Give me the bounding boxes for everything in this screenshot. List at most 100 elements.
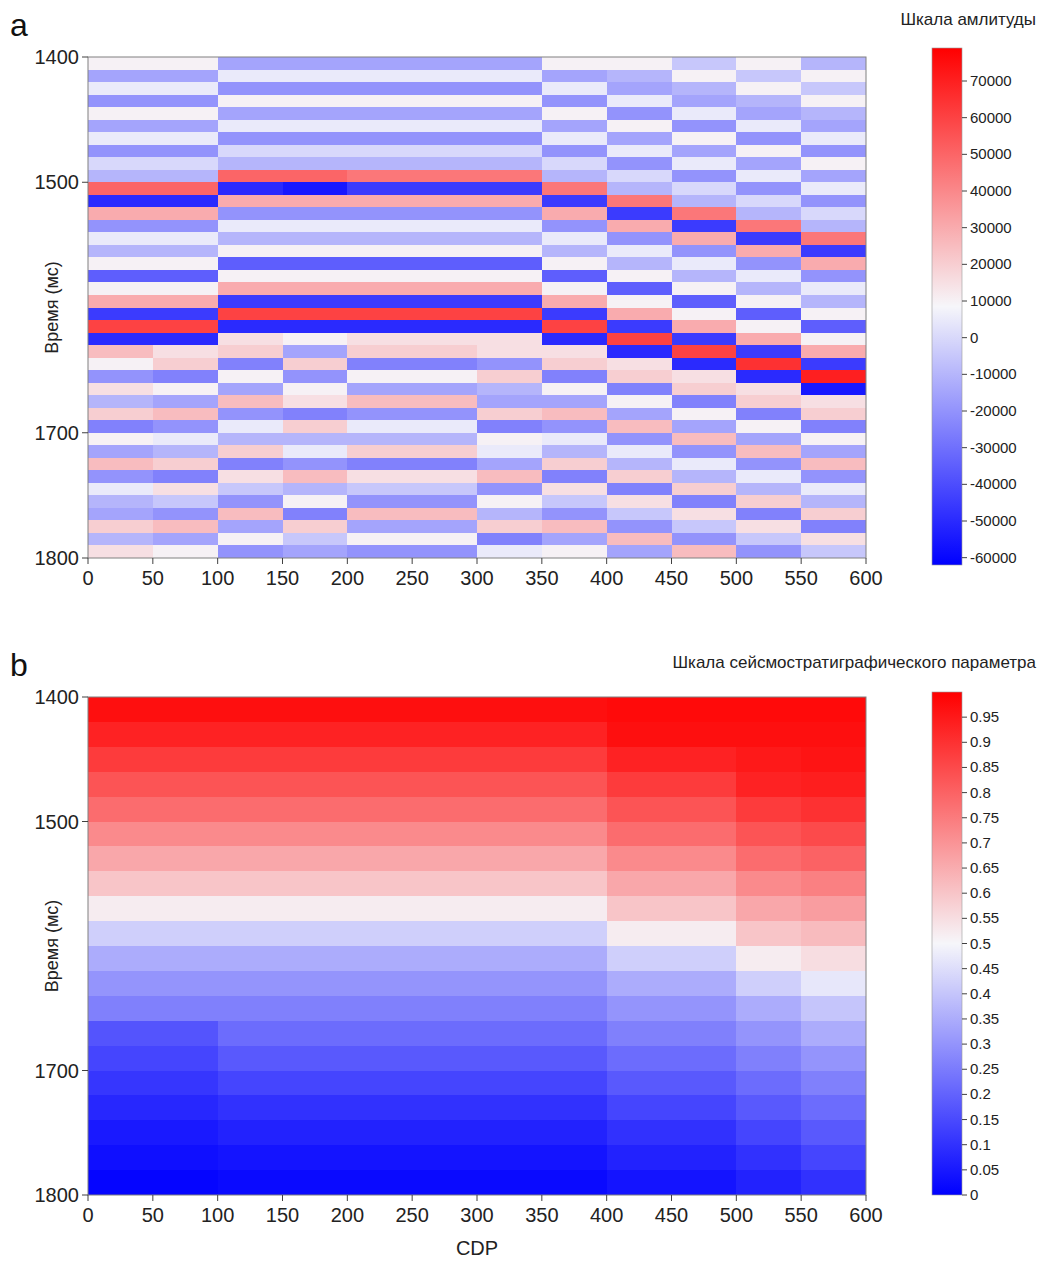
cell xyxy=(672,270,737,283)
cell xyxy=(477,846,542,871)
x-tick xyxy=(152,1195,153,1201)
cell xyxy=(218,145,283,158)
cell xyxy=(283,132,348,145)
colorbar-tick xyxy=(962,484,967,485)
cell xyxy=(607,57,672,70)
cell xyxy=(477,545,542,558)
cell xyxy=(736,220,801,233)
colorbar-tick xyxy=(962,1044,967,1045)
cell xyxy=(477,946,542,971)
cell xyxy=(347,232,412,245)
cell xyxy=(88,408,153,421)
cell xyxy=(283,545,348,558)
cell xyxy=(542,383,607,396)
cell xyxy=(542,145,607,158)
cell xyxy=(477,1071,542,1096)
cell xyxy=(412,433,477,446)
colorbar-tick xyxy=(962,1144,967,1145)
x-tick xyxy=(477,558,478,564)
cell xyxy=(88,182,153,195)
colorbar-tick-label: 0.25 xyxy=(970,1060,999,1077)
cell xyxy=(542,1046,607,1071)
cell xyxy=(542,182,607,195)
x-tick-label: 250 xyxy=(395,1204,428,1226)
cell xyxy=(153,1145,218,1170)
colorbar-tick-label: 0.05 xyxy=(970,1161,999,1178)
cell xyxy=(153,207,218,220)
cell xyxy=(672,333,737,346)
cell xyxy=(607,383,672,396)
cell xyxy=(412,232,477,245)
cell xyxy=(672,320,737,333)
cell xyxy=(283,70,348,83)
cell xyxy=(283,1095,348,1120)
cell xyxy=(801,107,866,120)
cell xyxy=(412,182,477,195)
x-tick xyxy=(736,558,737,564)
cell xyxy=(347,508,412,521)
cell xyxy=(218,395,283,408)
cell xyxy=(736,846,801,871)
cell xyxy=(218,458,283,471)
cell xyxy=(218,996,283,1021)
x-tick-label: 450 xyxy=(655,567,688,589)
cell xyxy=(672,495,737,508)
cell xyxy=(283,971,348,996)
x-tick xyxy=(541,1195,542,1201)
cell xyxy=(672,971,737,996)
cell xyxy=(153,495,218,508)
cell xyxy=(347,971,412,996)
cell xyxy=(477,520,542,533)
cell xyxy=(347,470,412,483)
cell xyxy=(477,1145,542,1170)
cell xyxy=(672,508,737,521)
cell xyxy=(736,145,801,158)
colorbar-tick-label: 0.9 xyxy=(970,733,991,750)
x-tick-label: 600 xyxy=(849,1204,882,1226)
cell xyxy=(347,797,412,822)
cell xyxy=(347,495,412,508)
x-tick-label: 150 xyxy=(266,1204,299,1226)
colorbar-tick-label: 0.6 xyxy=(970,884,991,901)
cell xyxy=(347,996,412,1021)
cell xyxy=(153,797,218,822)
cell xyxy=(153,57,218,70)
cell xyxy=(736,996,801,1021)
cell xyxy=(607,470,672,483)
cell xyxy=(672,1095,737,1120)
colorbar xyxy=(932,48,962,565)
cell xyxy=(801,308,866,321)
cell xyxy=(477,1046,542,1071)
cell xyxy=(412,107,477,120)
cell xyxy=(801,383,866,396)
cell xyxy=(542,797,607,822)
cell xyxy=(283,345,348,358)
colorbar-title: Шкала амлитуды xyxy=(900,10,1036,29)
cell xyxy=(672,157,737,170)
cell xyxy=(88,846,153,871)
y-axis-title: Время (мс) xyxy=(42,900,62,993)
x-tick-label: 100 xyxy=(201,567,234,589)
colorbar-tick-label: 50000 xyxy=(970,145,1012,162)
cell xyxy=(283,383,348,396)
cell xyxy=(801,1170,866,1195)
cell xyxy=(283,1120,348,1145)
cell xyxy=(542,846,607,871)
cell xyxy=(542,282,607,295)
cell xyxy=(801,520,866,533)
cell xyxy=(542,107,607,120)
cell xyxy=(347,871,412,896)
cell xyxy=(801,345,866,358)
x-tick xyxy=(282,558,283,564)
colorbar-tick-label: 0.15 xyxy=(970,1111,999,1128)
x-tick xyxy=(671,558,672,564)
cell xyxy=(542,520,607,533)
x-tick xyxy=(88,1195,89,1201)
colorbar-tick-label: 0.45 xyxy=(970,960,999,977)
cell xyxy=(412,157,477,170)
cell xyxy=(283,1046,348,1071)
cell xyxy=(672,95,737,108)
cell xyxy=(88,370,153,383)
cell xyxy=(153,70,218,83)
cell xyxy=(283,320,348,333)
